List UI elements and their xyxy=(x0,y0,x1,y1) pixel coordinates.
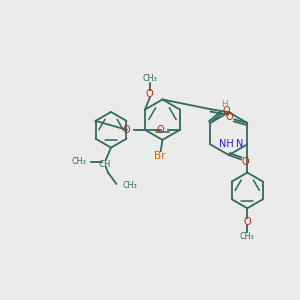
Text: CH₃: CH₃ xyxy=(142,74,157,83)
Text: Br: Br xyxy=(154,151,166,161)
Text: O: O xyxy=(242,157,250,166)
Text: O: O xyxy=(244,217,251,226)
Text: CH₃: CH₃ xyxy=(240,232,255,241)
Text: O: O xyxy=(146,88,154,98)
Text: O: O xyxy=(156,125,164,135)
Text: CH₃: CH₃ xyxy=(72,158,87,166)
Text: H: H xyxy=(221,100,228,109)
Text: CH: CH xyxy=(98,160,111,169)
Text: O: O xyxy=(123,125,130,135)
Text: O: O xyxy=(226,112,234,122)
Text: NH: NH xyxy=(219,139,233,149)
Text: CH₃: CH₃ xyxy=(123,181,138,190)
Text: O: O xyxy=(222,106,230,116)
Text: N: N xyxy=(236,140,243,149)
